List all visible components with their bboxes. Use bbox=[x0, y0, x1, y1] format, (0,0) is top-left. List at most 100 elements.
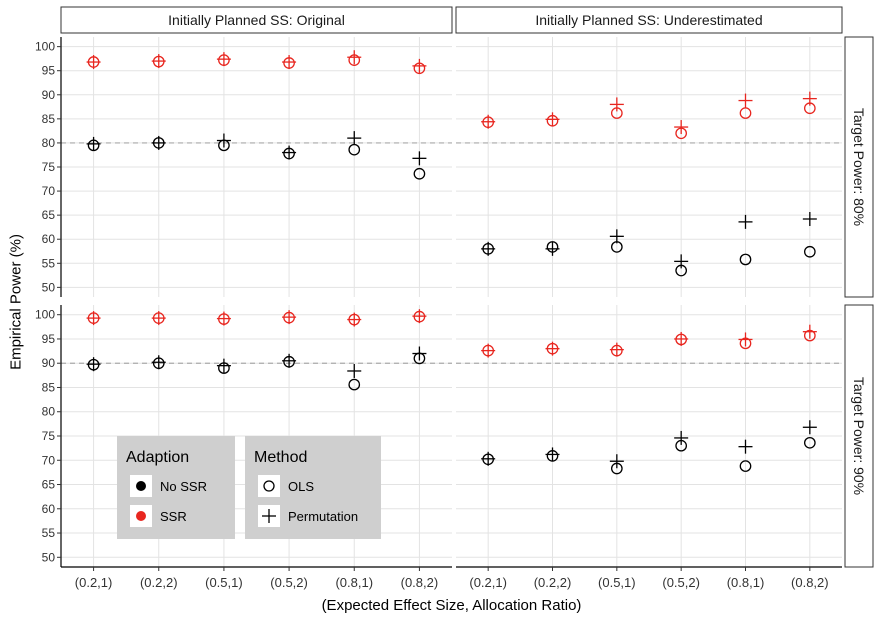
data-point-permutation bbox=[738, 332, 753, 347]
x-tick-label: (0.2,2) bbox=[534, 575, 572, 590]
data-point-permutation bbox=[738, 93, 753, 108]
x-tick-label: (0.8,2) bbox=[401, 575, 439, 590]
legend-key-background bbox=[258, 475, 280, 497]
data-point-permutation bbox=[412, 58, 427, 73]
x-tick-label: (0.2,1) bbox=[469, 575, 507, 590]
data-point-permutation bbox=[151, 355, 166, 370]
row-strip bbox=[844, 36, 874, 298]
data-point-ols bbox=[739, 460, 752, 472]
data-point-permutation bbox=[282, 310, 297, 325]
y-tick-label: 95 bbox=[42, 332, 56, 346]
y-tick-label: 80 bbox=[42, 136, 56, 150]
y-tick-label: 55 bbox=[42, 526, 56, 540]
x-tick-label: (0.5,2) bbox=[662, 575, 700, 590]
legend-entry-label: No SSR bbox=[160, 479, 207, 494]
y-tick-label: 80 bbox=[42, 405, 56, 419]
data-point-permutation bbox=[545, 341, 560, 356]
y-tick-label: 85 bbox=[42, 112, 56, 126]
data-point-permutation bbox=[481, 114, 496, 129]
data-point-permutation bbox=[282, 353, 297, 368]
column-strip-label: Initially Planned SS: Underestimated bbox=[535, 12, 762, 28]
legend-title: Method bbox=[254, 449, 307, 466]
x-tick-label: (0.2,2) bbox=[140, 575, 178, 590]
data-point-permutation bbox=[216, 52, 231, 67]
y-tick-label: 90 bbox=[42, 88, 56, 102]
row-strip-label: Target Power: 90% bbox=[851, 377, 867, 495]
x-tick-label: (0.8,2) bbox=[791, 575, 829, 590]
data-point-permutation bbox=[802, 420, 817, 435]
x-tick-label: (0.8,1) bbox=[727, 575, 765, 590]
data-point-permutation bbox=[609, 454, 624, 469]
data-point-permutation bbox=[151, 54, 166, 69]
y-tick-label: 55 bbox=[42, 256, 56, 270]
column-strip bbox=[455, 6, 843, 34]
legend-key-dot bbox=[136, 511, 146, 521]
data-point-permutation bbox=[609, 342, 624, 357]
y-tick-label: 100 bbox=[35, 40, 55, 54]
data-point-permutation bbox=[216, 311, 231, 326]
y-tick-label: 90 bbox=[42, 356, 56, 370]
data-point-permutation bbox=[481, 241, 496, 256]
data-point-permutation bbox=[481, 451, 496, 466]
data-point-permutation bbox=[545, 447, 560, 462]
data-point-permutation bbox=[674, 254, 689, 269]
data-point-permutation bbox=[802, 91, 817, 106]
y-tick-label: 85 bbox=[42, 380, 56, 394]
x-tick-label: (0.5,1) bbox=[598, 575, 636, 590]
data-point-ols bbox=[739, 107, 752, 119]
data-point-permutation bbox=[86, 136, 101, 151]
data-point-permutation bbox=[738, 214, 753, 229]
data-point-permutation bbox=[151, 311, 166, 326]
column-strip-label: Initially Planned SS: Original bbox=[168, 12, 345, 28]
data-point-permutation bbox=[216, 358, 231, 373]
y-tick-label: 95 bbox=[42, 64, 56, 78]
data-point-permutation bbox=[86, 357, 101, 372]
data-point-permutation bbox=[609, 229, 624, 244]
y-tick-label: 65 bbox=[42, 478, 56, 492]
y-tick-label: 50 bbox=[42, 280, 56, 294]
y-tick-label: 50 bbox=[42, 550, 56, 564]
legend-entry-label: Permutation bbox=[288, 509, 358, 524]
y-tick-label: 70 bbox=[42, 184, 56, 198]
y-tick-label: 75 bbox=[42, 429, 56, 443]
column-strip bbox=[60, 6, 453, 34]
data-point-permutation bbox=[674, 120, 689, 135]
data-point-ols bbox=[348, 378, 361, 391]
data-point-permutation bbox=[86, 55, 101, 70]
legend-key-circle bbox=[263, 480, 275, 492]
data-point-permutation bbox=[412, 346, 427, 361]
y-tick-label: 60 bbox=[42, 232, 56, 246]
data-point-permutation bbox=[802, 324, 817, 339]
data-point-permutation bbox=[151, 135, 166, 150]
y-tick-label: 60 bbox=[42, 502, 56, 516]
data-point-permutation bbox=[412, 309, 427, 324]
legend-entry-label: SSR bbox=[160, 509, 187, 524]
x-tick-label: (0.2,1) bbox=[75, 575, 113, 590]
legend-key-dot bbox=[136, 481, 146, 491]
data-point-permutation bbox=[347, 312, 362, 327]
data-point-permutation bbox=[545, 112, 560, 127]
y-tick-label: 100 bbox=[35, 308, 55, 322]
data-point-permutation bbox=[347, 363, 362, 378]
data-point-permutation bbox=[545, 241, 560, 256]
x-tick-label: (0.8,1) bbox=[335, 575, 373, 590]
x-axis-title: (Expected Effect Size, Allocation Ratio) bbox=[322, 597, 582, 614]
data-point-permutation bbox=[802, 212, 817, 226]
data-point-permutation bbox=[347, 131, 362, 146]
data-point-permutation bbox=[674, 430, 689, 445]
y-tick-label: 75 bbox=[42, 160, 56, 174]
y-tick-label: 65 bbox=[42, 208, 56, 222]
y-tick-label: 70 bbox=[42, 453, 56, 467]
data-point-ols bbox=[739, 253, 752, 266]
row-strip-label: Target Power: 80% bbox=[851, 108, 867, 226]
x-tick-label: (0.5,1) bbox=[205, 575, 243, 590]
data-point-ols bbox=[803, 245, 816, 258]
data-point-permutation bbox=[609, 97, 624, 112]
data-point-permutation bbox=[282, 145, 297, 160]
data-point-permutation bbox=[412, 151, 427, 166]
data-point-permutation bbox=[674, 331, 689, 346]
data-point-permutation bbox=[481, 343, 496, 358]
legend-title: Adaption bbox=[126, 449, 189, 466]
